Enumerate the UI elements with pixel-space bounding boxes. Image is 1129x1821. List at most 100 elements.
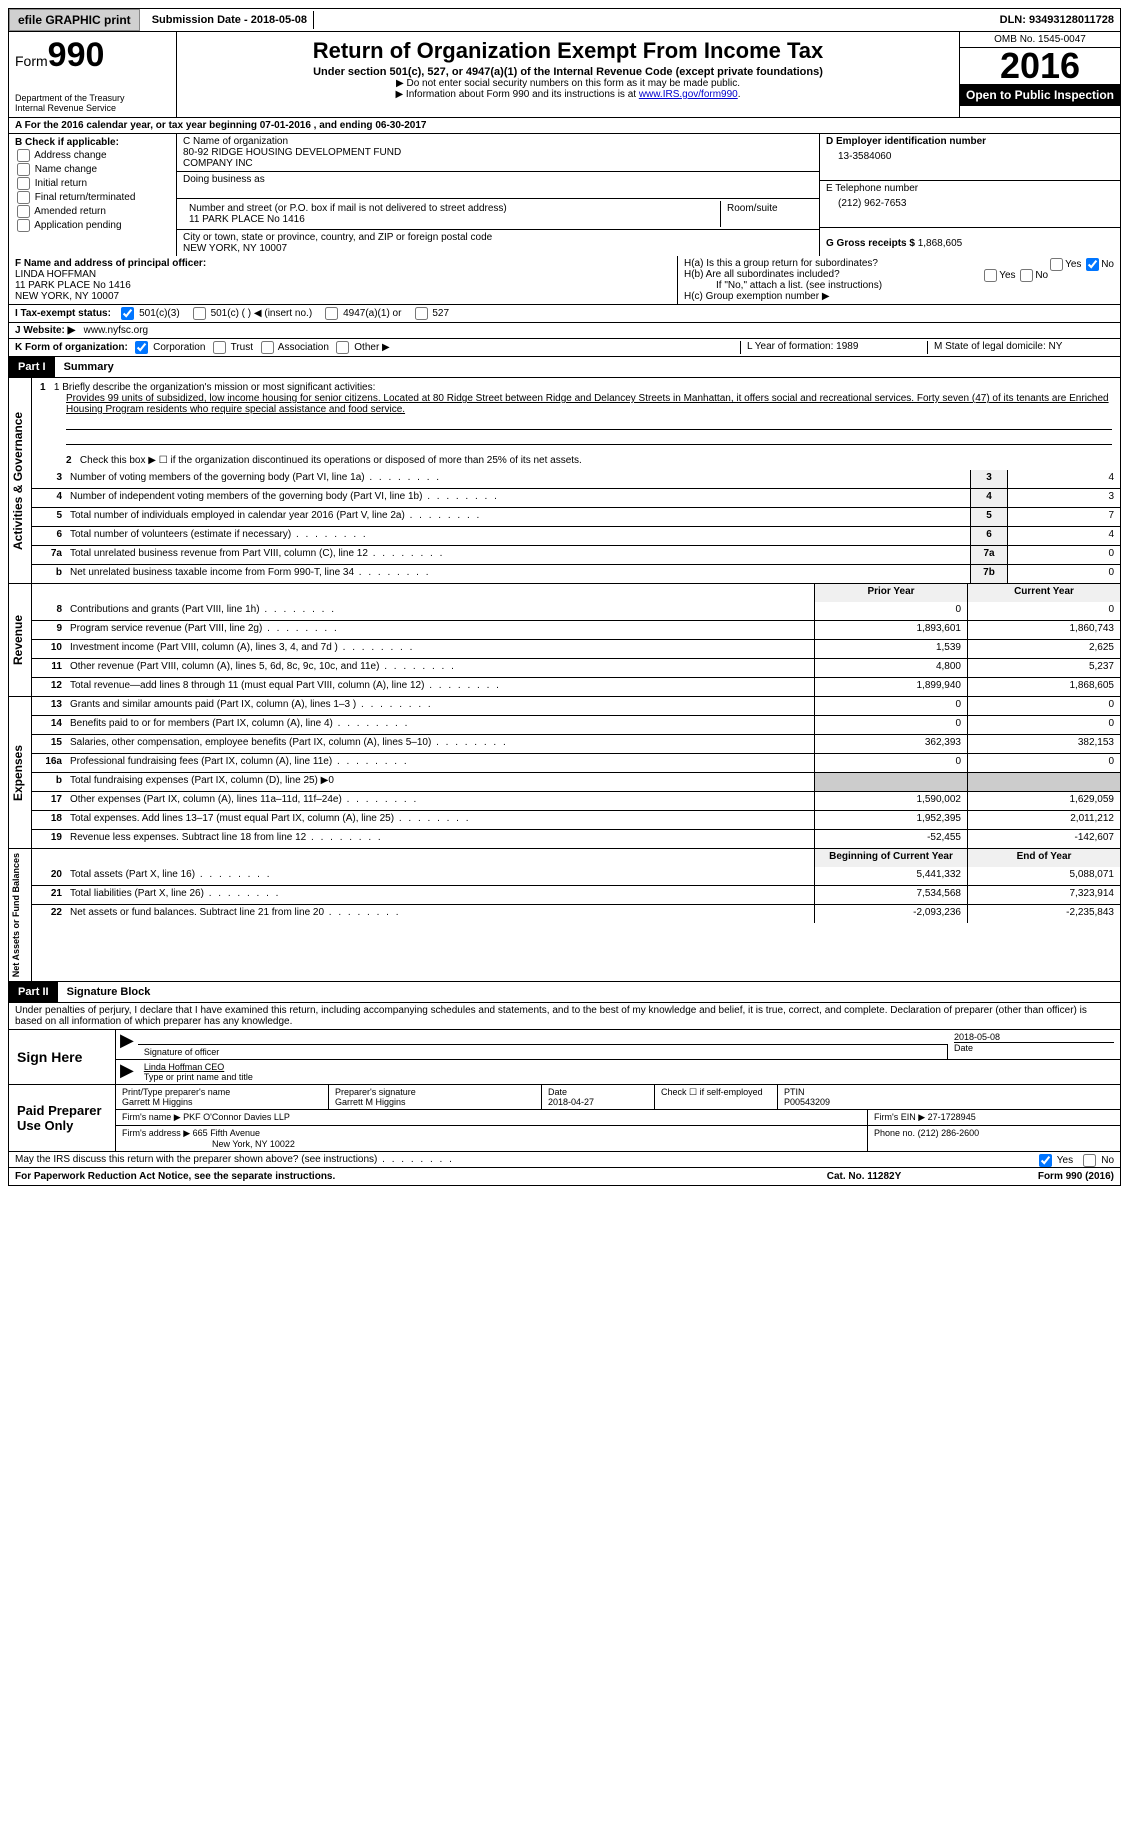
cb-trust[interactable] xyxy=(213,341,226,354)
paid-preparer-block: Paid Preparer Use Only Print/Type prepar… xyxy=(8,1085,1121,1152)
header-block: B Check if applicable: Address change Na… xyxy=(8,134,1121,256)
expense-line: 19Revenue less expenses. Subtract line 1… xyxy=(32,829,1120,848)
vlabel-rev: Revenue xyxy=(9,584,32,696)
opt-pending: Application pending xyxy=(34,220,121,231)
cb-other[interactable] xyxy=(336,341,349,354)
cb-hb-yes[interactable] xyxy=(984,269,997,282)
officer-name: LINDA HOFFMAN xyxy=(15,269,671,280)
revenue-line: 12Total revenue—add lines 8 through 11 (… xyxy=(32,677,1120,696)
print-name-label: Type or print name and title xyxy=(144,1072,1114,1082)
opt-527: 527 xyxy=(432,308,449,319)
firm-addr2: New York, NY 10022 xyxy=(122,1139,295,1149)
revenue-line: 11Other revenue (Part VIII, column (A), … xyxy=(32,658,1120,677)
summary-governance: Activities & Governance 1 1 Briefly desc… xyxy=(8,378,1121,584)
cb-discuss-yes[interactable] xyxy=(1039,1154,1052,1167)
form-label: Form xyxy=(15,53,48,69)
website: www.nyfsc.org xyxy=(84,325,148,336)
d-label: D Employer identification number xyxy=(826,136,1114,147)
row-i: I Tax-exempt status: 501(c)(3) 501(c) ( … xyxy=(8,305,1121,323)
net-line: 20Total assets (Part X, line 16)5,441,33… xyxy=(32,867,1120,885)
g-label: G Gross receipts $ xyxy=(826,238,915,249)
city: NEW YORK, NY 10007 xyxy=(183,243,813,254)
cb-527[interactable] xyxy=(415,307,428,320)
paperwork-notice: For Paperwork Reduction Act Notice, see … xyxy=(15,1171,764,1182)
cb-501c3[interactable] xyxy=(121,307,134,320)
irs-label: Internal Revenue Service xyxy=(15,103,170,113)
col-prior: Prior Year xyxy=(814,584,967,602)
officer-print-name: Linda Hoffman CEO xyxy=(144,1062,1114,1072)
expense-line: 16aProfessional fundraising fees (Part I… xyxy=(32,753,1120,772)
opt-trust: Trust xyxy=(231,342,253,353)
summary-net: Net Assets or Fund Balances Beginning of… xyxy=(8,849,1121,982)
e-label: E Telephone number xyxy=(826,183,1114,194)
cb-4947[interactable] xyxy=(325,307,338,320)
cb-discuss-no[interactable] xyxy=(1083,1154,1096,1167)
part1-title: Summary xyxy=(58,361,114,373)
net-header: Beginning of Current Year End of Year xyxy=(32,849,1120,867)
opt-final: Final return/terminated xyxy=(35,192,136,203)
sig-officer-label: Signature of officer xyxy=(138,1044,948,1059)
officer-addr1: 11 PARK PLACE No 1416 xyxy=(15,280,671,291)
part2-title: Signature Block xyxy=(61,986,151,998)
form-number: 990 xyxy=(48,36,105,74)
form-title: Return of Organization Exempt From Incom… xyxy=(185,38,951,64)
open-inspection: Open to Public Inspection xyxy=(960,84,1120,106)
sign-here-label: Sign Here xyxy=(9,1030,116,1084)
c-name-label: C Name of organization xyxy=(183,136,813,147)
gov-line: 6Total number of volunteers (estimate if… xyxy=(32,526,1120,545)
firm-name-label: Firm's name ▶ xyxy=(122,1112,181,1122)
part1-label: Part I xyxy=(9,357,55,377)
cb-address-change[interactable] xyxy=(17,149,30,162)
i-label: I Tax-exempt status: xyxy=(15,308,111,319)
mission-label: 1 Briefly describe the organization's mi… xyxy=(54,382,376,393)
row-fh: F Name and address of principal officer:… xyxy=(8,256,1121,305)
cb-name-change[interactable] xyxy=(17,163,30,176)
cb-corp[interactable] xyxy=(135,341,148,354)
l-year: L Year of formation: 1989 xyxy=(740,341,927,354)
m-state: M State of legal domicile: NY xyxy=(927,341,1114,354)
cb-hb-no[interactable] xyxy=(1020,269,1033,282)
sign-here-block: Sign Here ▶ Signature of officer 2018-05… xyxy=(8,1030,1121,1085)
opt-4947: 4947(a)(1) or xyxy=(343,308,401,319)
b-label: B Check if applicable: xyxy=(15,137,170,148)
cb-assoc[interactable] xyxy=(261,341,274,354)
cb-ha-no[interactable] xyxy=(1086,258,1099,271)
gov-line: 5Total number of individuals employed in… xyxy=(32,507,1120,526)
j-label: J Website: ▶ xyxy=(15,325,75,336)
efile-button[interactable]: efile GRAPHIC print xyxy=(9,9,140,31)
irs-link[interactable]: www.IRS.gov/form990 xyxy=(639,89,738,100)
gov-line: 3Number of voting members of the governi… xyxy=(32,470,1120,488)
cb-pending[interactable] xyxy=(17,219,30,232)
prep-date: 2018-04-27 xyxy=(548,1097,648,1107)
cb-amended[interactable] xyxy=(17,205,30,218)
city-label: City or town, state or province, country… xyxy=(183,232,813,243)
part1-header: Part I Summary xyxy=(8,357,1121,378)
firm-phone-label: Phone no. xyxy=(874,1128,915,1138)
summary-revenue: Revenue Prior Year Current Year 8Contrib… xyxy=(8,584,1121,697)
gross-receipts: 1,868,605 xyxy=(918,238,963,249)
opt-501c: 501(c) ( ) ◀ (insert no.) xyxy=(211,308,313,319)
cb-final[interactable] xyxy=(17,191,30,204)
opt-501c3: 501(c)(3) xyxy=(139,308,180,319)
opt-other: Other ▶ xyxy=(354,342,389,353)
cb-501c[interactable] xyxy=(193,307,206,320)
info-note: ▶ Information about Form 990 and its ins… xyxy=(395,89,638,100)
expense-line: bTotal fundraising expenses (Part IX, co… xyxy=(32,772,1120,791)
prep-name: Garrett M Higgins xyxy=(122,1097,322,1107)
cb-ha-yes[interactable] xyxy=(1050,258,1063,271)
expense-line: 17Other expenses (Part IX, column (A), l… xyxy=(32,791,1120,810)
form-header: Form990 Department of the Treasury Inter… xyxy=(8,32,1121,118)
expense-line: 18Total expenses. Add lines 13–17 (must … xyxy=(32,810,1120,829)
paid-label: Paid Preparer Use Only xyxy=(9,1085,116,1151)
revenue-line: 8Contributions and grants (Part VIII, li… xyxy=(32,602,1120,620)
form-ref: Form 990 (2016) xyxy=(964,1171,1114,1182)
topbar: efile GRAPHIC print Submission Date - 20… xyxy=(8,8,1121,32)
opt-amended: Amended return xyxy=(34,206,106,217)
street-label: Number and street (or P.O. box if mail i… xyxy=(189,203,714,214)
rev-header: Prior Year Current Year xyxy=(32,584,1120,602)
cb-initial[interactable] xyxy=(17,177,30,190)
discuss-label: May the IRS discuss this return with the… xyxy=(15,1154,454,1165)
k-label: K Form of organization: xyxy=(15,342,128,353)
net-line: 22Net assets or fund balances. Subtract … xyxy=(32,904,1120,923)
opt-assoc: Association xyxy=(278,342,329,353)
